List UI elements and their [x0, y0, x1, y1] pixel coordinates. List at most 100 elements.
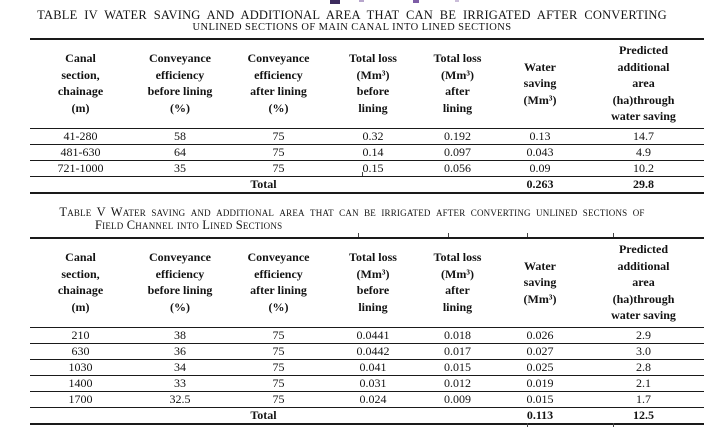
data-cell: 14.7 [583, 128, 704, 145]
col-header-water-saving: Water saving (Mm³) [497, 238, 583, 328]
table-row: 1700 32.5 75 0.024 0.009 0.015 1.7 [30, 391, 704, 408]
data-cell: 75 [229, 327, 328, 344]
column-boundary-tick [613, 423, 614, 427]
data-cell: 0.32 [328, 128, 418, 145]
table-row: 1030 34 75 0.041 0.015 0.025 2.8 [30, 359, 704, 376]
data-cell: 0.026 [497, 327, 583, 344]
table5-caption: Table V Water saving and additional area… [0, 205, 704, 232]
col-header-predicted-area: Predicted additional area (ha)through wa… [583, 39, 704, 129]
data-cell: 58 [131, 128, 229, 145]
table-row: 210 38 75 0.0441 0.018 0.026 2.9 [30, 327, 704, 344]
data-cell: 2.8 [583, 359, 704, 376]
col-header-loss-after: Total loss (Mm³) after lining [418, 238, 497, 328]
table4-caption-line1: TABLE IV WATER SAVING AND ADDITIONAL ARE… [37, 8, 667, 22]
data-cell: 1700 [30, 391, 131, 408]
data-cell: 210 [30, 327, 131, 344]
total-water-saving: 0.113 [526, 407, 554, 422]
total-label: Total [250, 176, 277, 191]
data-cell: 41-280 [30, 128, 131, 145]
data-cell: 0.0441 [328, 327, 418, 344]
data-cell: 75 [229, 128, 328, 145]
total-additional-area: 29.8 [633, 176, 654, 191]
data-cell: 0.09 [497, 160, 583, 177]
data-cell: 0.056 [418, 160, 497, 177]
data-cell: 0.015 [418, 359, 497, 376]
col-header-predicted-area: Predicted additional area (ha)through wa… [583, 238, 704, 328]
table-row: 1400 33 75 0.031 0.012 0.019 2.1 [30, 375, 704, 392]
clipped-text-fragment [413, 0, 419, 3]
data-cell: 75 [229, 375, 328, 392]
table-row: 481-630 64 75 0.14 0.097 0.043 4.9 [30, 144, 704, 161]
col-header-loss-before: Total loss (Mm³) before lining [328, 39, 418, 129]
data-cell: 0.15 [328, 160, 418, 177]
data-cell: 0.025 [497, 359, 583, 376]
total-additional-area: 12.5 [633, 407, 654, 422]
data-cell: 64 [131, 144, 229, 161]
col-header-efficiency-after: Conveyance efficiency after lining (%) [229, 238, 328, 328]
col-header-loss-after: Total loss (Mm³) after lining [418, 39, 497, 129]
table-header-row: Canal section, chainage (m) Conveyance e… [30, 238, 704, 328]
data-cell: 0.019 [497, 375, 583, 392]
data-cell: 481-630 [30, 144, 131, 161]
data-cell: 36 [131, 343, 229, 360]
column-boundary-tick [362, 172, 363, 176]
table4-caption: TABLE IV WATER SAVING AND ADDITIONAL ARE… [0, 8, 704, 34]
data-cell: 0.041 [328, 359, 418, 376]
total-label: Total [250, 407, 277, 422]
data-cell: 4.9 [583, 144, 704, 161]
column-boundary-tick [448, 233, 449, 237]
table-row: 41-280 58 75 0.32 0.192 0.13 14.7 [30, 128, 704, 145]
table-header-row: Canal section, chainage (m) Conveyance e… [30, 39, 704, 129]
data-cell: 0.0442 [328, 343, 418, 360]
data-cell: 0.031 [328, 375, 418, 392]
data-cell: 0.027 [497, 343, 583, 360]
total-row: Total 0.113 12.5 [30, 407, 704, 424]
data-cell: 35 [131, 160, 229, 177]
table-row: 630 36 75 0.0442 0.017 0.027 3.0 [30, 343, 704, 360]
data-cell: 1.7 [583, 391, 704, 408]
col-header-efficiency-after: Conveyance efficiency after lining (%) [229, 39, 328, 129]
data-cell: 0.13 [497, 128, 583, 145]
col-header-canal-section: Canal section, chainage (m) [30, 39, 131, 129]
data-cell: 0.043 [497, 144, 583, 161]
table-5-water-saving-field-channel: Canal section, chainage (m) Conveyance e… [30, 237, 704, 425]
data-cell: 1030 [30, 359, 131, 376]
col-header-efficiency-before: Conveyance efficiency before lining (%) [131, 238, 229, 328]
data-cell: 10.2 [583, 160, 704, 177]
data-cell: 721-1000 [30, 160, 131, 177]
col-header-canal-section: Canal section, chainage (m) [30, 238, 131, 328]
data-cell: 0.015 [497, 391, 583, 408]
data-cell: 75 [229, 160, 328, 177]
table-row: 721-1000 35 75 0.15 0.056 0.09 10.2 [30, 160, 704, 177]
table5-caption-line2: Field Channel into Lined Sections [95, 218, 283, 232]
column-boundary-tick [613, 233, 614, 237]
data-cell: 0.017 [418, 343, 497, 360]
data-cell: 33 [131, 375, 229, 392]
table-4-water-saving-main-canal: Canal section, chainage (m) Conveyance e… [30, 38, 704, 194]
data-cell: 75 [229, 359, 328, 376]
data-cell: 2.1 [583, 375, 704, 392]
data-cell: 32.5 [131, 391, 229, 408]
data-cell: 0.018 [418, 327, 497, 344]
data-cell: 0.14 [328, 144, 418, 161]
data-cell: 630 [30, 343, 131, 360]
data-cell: 0.192 [418, 128, 497, 145]
data-cell: 75 [229, 391, 328, 408]
clipped-text-fragment [455, 0, 459, 2]
data-cell: 1400 [30, 375, 131, 392]
data-cell: 0.009 [418, 391, 497, 408]
data-cell: 0.012 [418, 375, 497, 392]
col-header-water-saving: Water saving (Mm³) [497, 39, 583, 129]
col-header-efficiency-before: Conveyance efficiency before lining (%) [131, 39, 229, 129]
data-cell: 75 [229, 144, 328, 161]
clipped-text-fragment [330, 0, 340, 4]
data-cell: 75 [229, 343, 328, 360]
clipped-text-fragment [359, 0, 364, 2]
column-boundary-tick [527, 423, 528, 427]
table5-caption-line1: Table V Water saving and additional area… [59, 205, 645, 219]
total-row: Total 0.263 29.8 [30, 176, 704, 193]
data-cell: 2.9 [583, 327, 704, 344]
column-boundary-tick [358, 233, 359, 237]
data-cell: 38 [131, 327, 229, 344]
col-header-loss-before: Total loss (Mm³) before lining [328, 238, 418, 328]
